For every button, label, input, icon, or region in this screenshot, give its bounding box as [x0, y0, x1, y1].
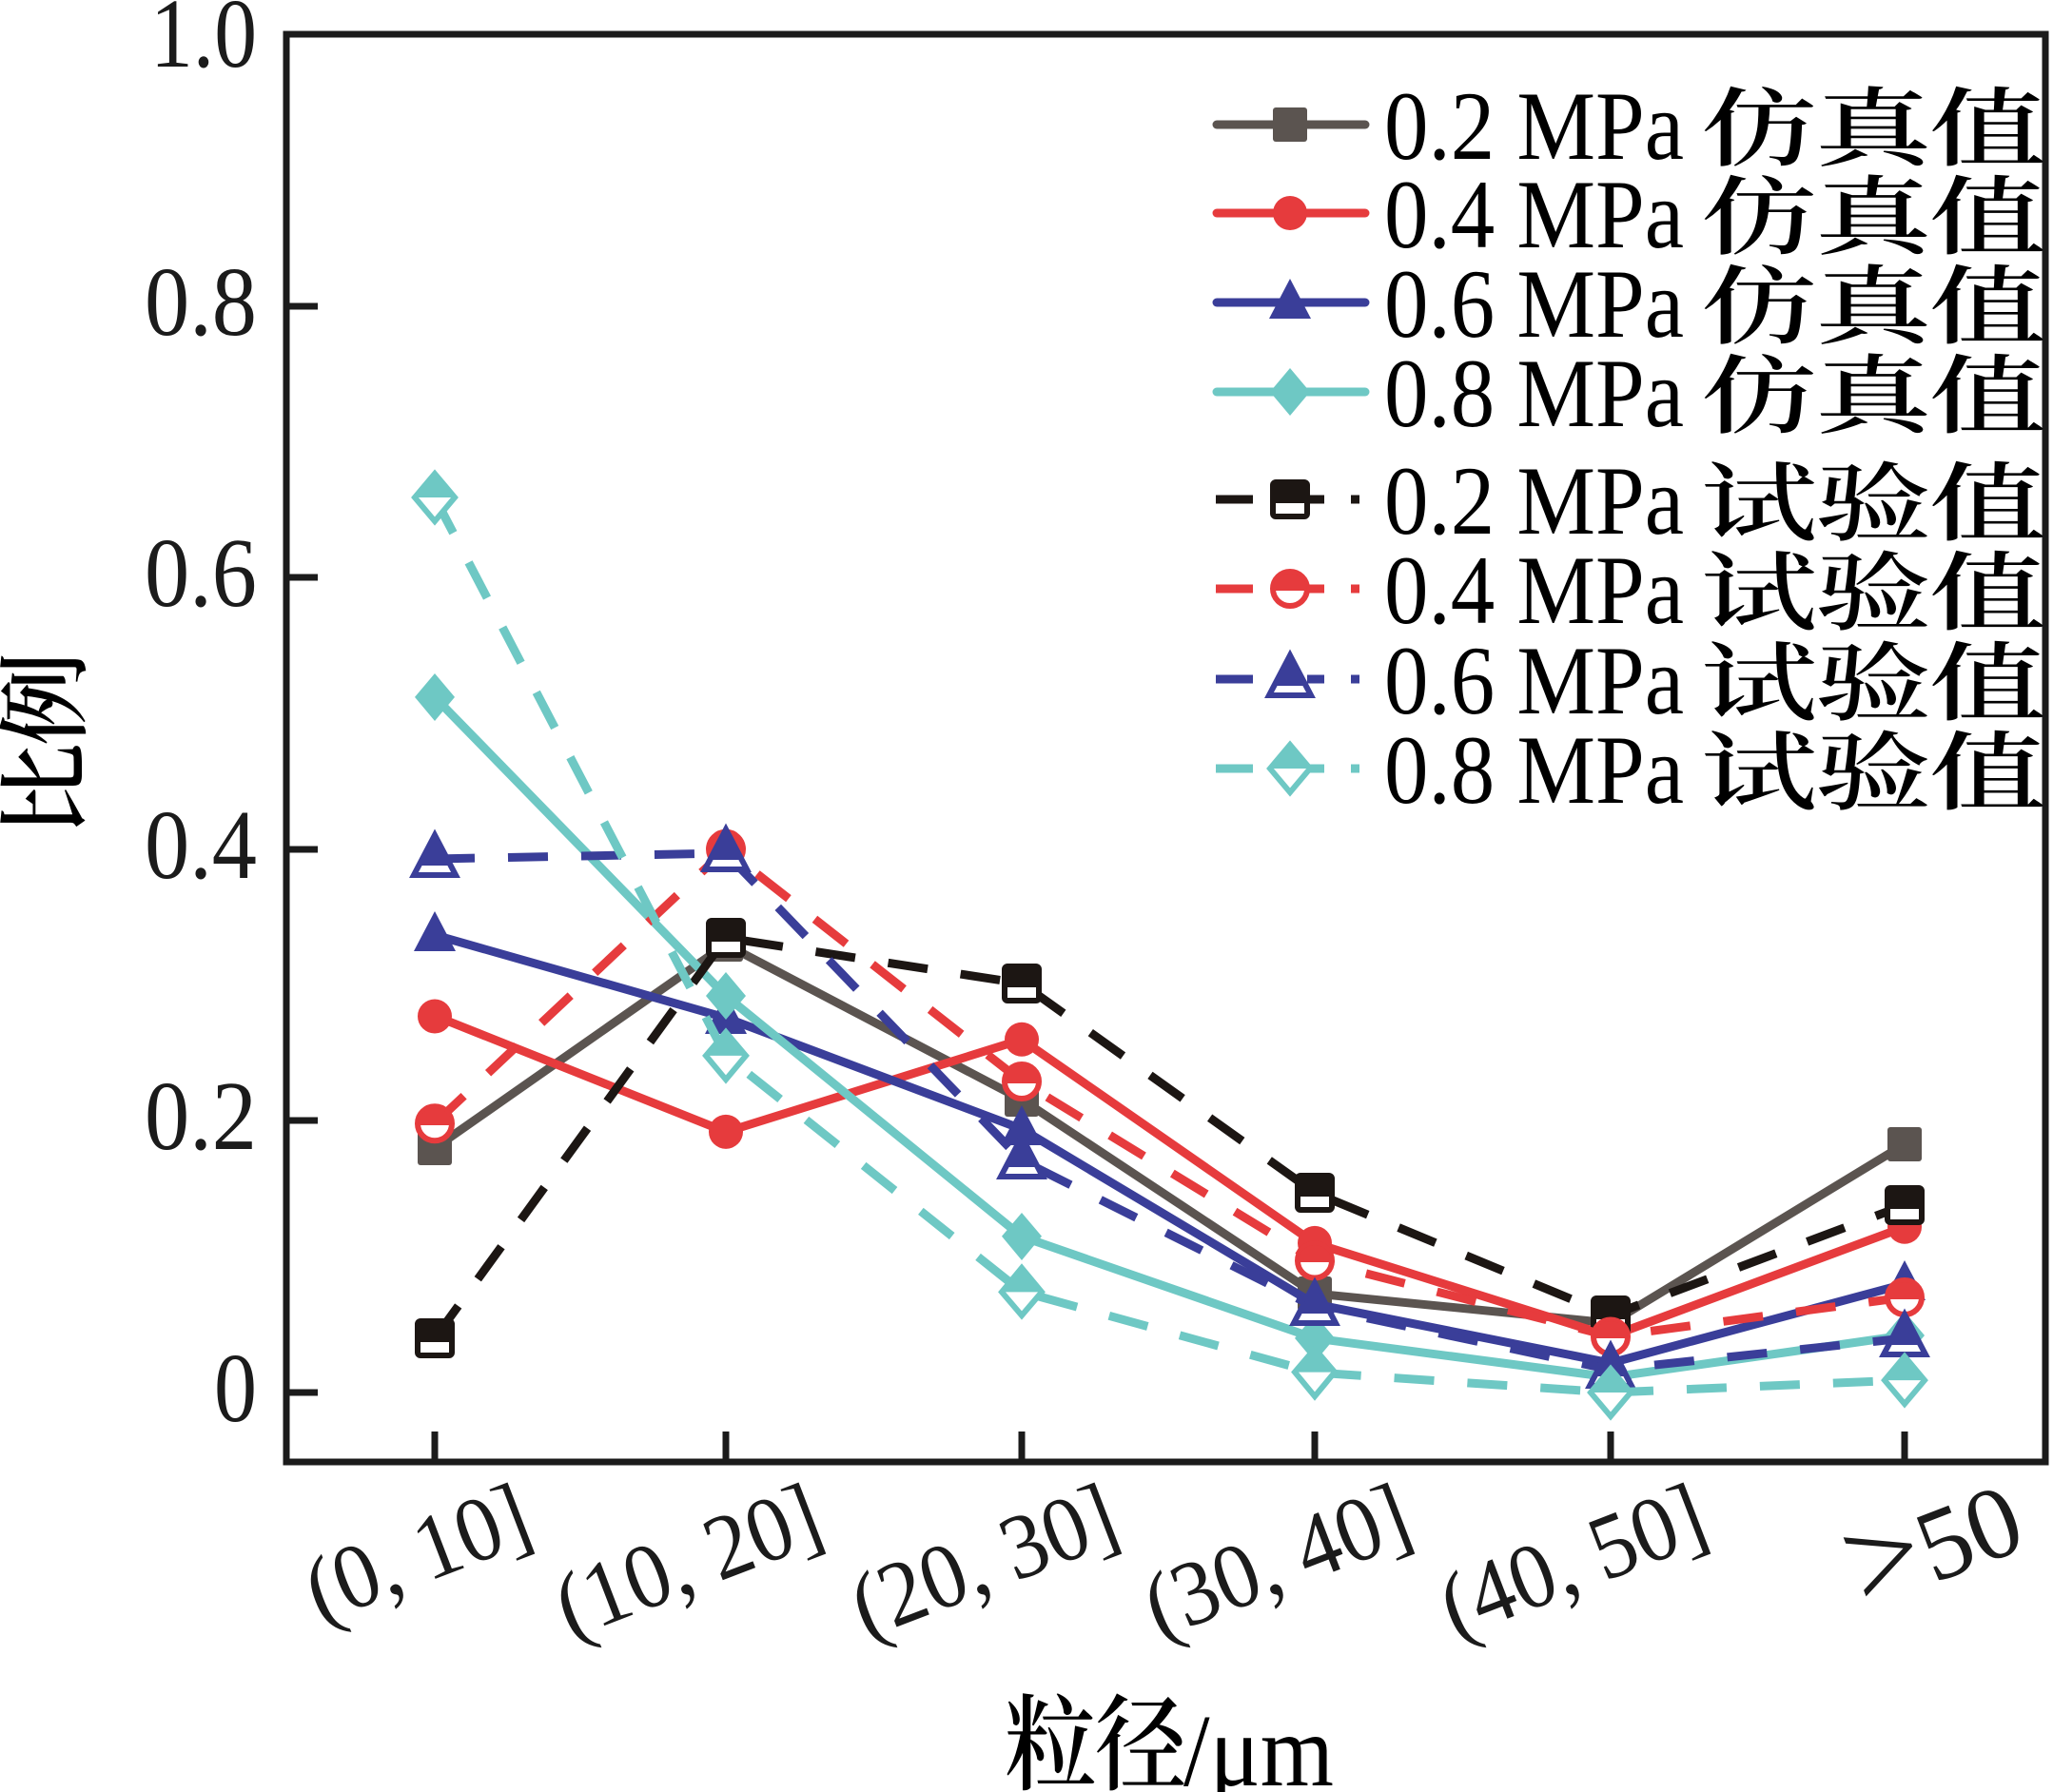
svg-text:0.6 MPa: 0.6 MPa: [1384, 250, 1684, 359]
svg-text:1.0: 1.0: [150, 0, 257, 88]
svg-text:0.6 MPa: 0.6 MPa: [1384, 627, 1684, 735]
svg-text:0.8: 0.8: [145, 247, 257, 357]
svg-text:0.6: 0.6: [145, 518, 257, 628]
svg-text:0.8 MPa: 0.8 MPa: [1384, 340, 1684, 448]
svg-text:0.8 MPa: 0.8 MPa: [1384, 716, 1684, 825]
svg-text:0.2 MPa: 0.2 MPa: [1384, 447, 1684, 555]
svg-text:0: 0: [214, 1334, 257, 1443]
svg-text:0.4: 0.4: [145, 790, 257, 900]
svg-text:0.2 MPa: 0.2 MPa: [1384, 72, 1684, 181]
svg-text:0.4 MPa: 0.4 MPa: [1384, 161, 1684, 269]
svg-text:0.2: 0.2: [145, 1062, 257, 1171]
svg-text:/μm: /μm: [1183, 1695, 1334, 1792]
svg-text:0.4 MPa: 0.4 MPa: [1384, 536, 1684, 645]
